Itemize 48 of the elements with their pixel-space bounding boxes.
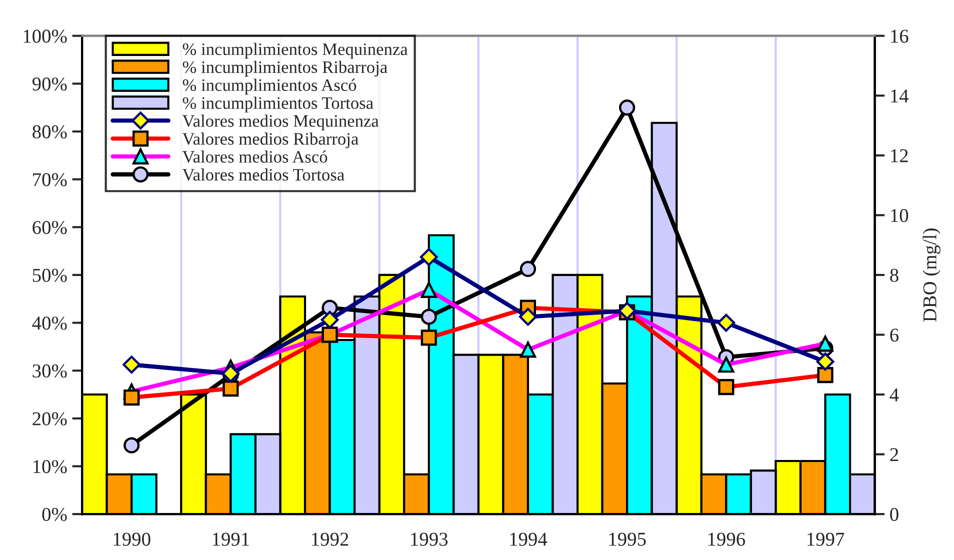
y-tick-label: 40% — [32, 316, 67, 330]
legend-label: Valores medios Tortosa — [182, 168, 344, 181]
y-tick-label: 100% — [24, 30, 67, 43]
point — [222, 364, 240, 383]
y2-axis-title: DBO (mg/l) — [922, 228, 940, 322]
x-tick-label: 1997 — [808, 532, 844, 546]
point — [122, 356, 141, 374]
y2-tick-label: 16 — [891, 30, 908, 43]
x-tick-label: 1994 — [510, 532, 548, 546]
legend-label: % incumplimientos Ribarroja — [182, 60, 388, 77]
x-tick-label: 1992 — [312, 532, 348, 546]
point — [420, 248, 438, 266]
point — [320, 310, 339, 329]
x-tick-label: 1990 — [114, 532, 150, 546]
legend-label: Valores medios Ribarroja — [182, 132, 358, 148]
point — [816, 352, 834, 371]
point — [619, 100, 636, 116]
y-tick-label: 10% — [34, 460, 67, 474]
point — [124, 437, 140, 454]
legend-label: Valores medios Mequinenza — [182, 114, 379, 130]
y-tick-label: 90% — [32, 77, 67, 91]
y2-tick-label: 6 — [890, 328, 899, 342]
y-tick-label: 60% — [32, 220, 67, 234]
point — [717, 314, 736, 332]
y-tick-label: 20% — [32, 412, 67, 426]
y2-tick-label: 2 — [890, 448, 898, 462]
point — [519, 308, 537, 326]
y-tick-label: 0% — [42, 508, 67, 522]
legend-label: % incumplimientos Ascó — [182, 78, 356, 94]
x-tick-label: 1995 — [609, 532, 646, 546]
y-tick-label: 70% — [33, 173, 67, 186]
point — [520, 260, 536, 278]
y2-tick-label: 14 — [891, 90, 909, 102]
y-tick-label: 80% — [32, 125, 67, 138]
y2-tick-label: 4 — [890, 388, 899, 402]
legend-label: Valores medios Ascó — [182, 150, 328, 163]
y2-tick-label: 12 — [891, 149, 908, 162]
y-tick-label: 30% — [32, 364, 67, 378]
legend-label: % incumplimientos Tortosa — [182, 96, 374, 112]
x-tick-label: 1991 — [212, 532, 249, 546]
x-tick-label: 1996 — [708, 532, 746, 546]
point — [420, 308, 437, 325]
y2-tick-label: 10 — [891, 208, 908, 222]
legend-label: % incumplimientos Mequinenza — [182, 42, 408, 59]
x-tick-label: 1993 — [411, 532, 448, 546]
y2-tick-label: 8 — [890, 268, 898, 282]
y2-tick-label: 0 — [890, 508, 898, 522]
y-tick-label: 50% — [32, 268, 67, 282]
